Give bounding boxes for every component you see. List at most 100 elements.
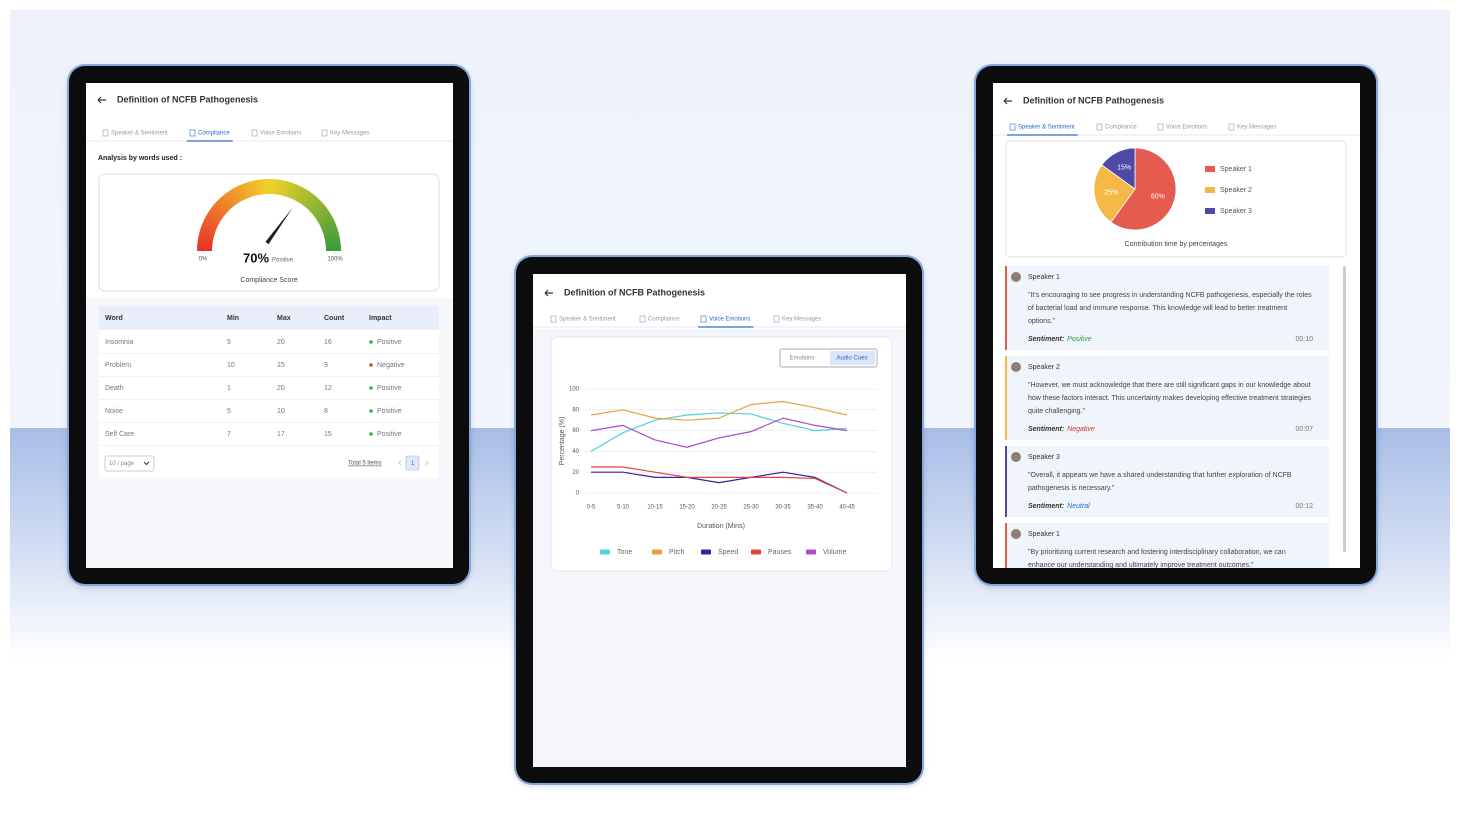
column-header: Impact — [369, 315, 392, 322]
gauge-tick-label: 0% — [199, 257, 208, 263]
table-cell: 12 — [324, 385, 332, 392]
legend-swatch — [806, 549, 816, 555]
gauge-arc — [294, 186, 306, 202]
x-tick-label: 0-5 — [587, 505, 596, 511]
gauge-arc — [199, 227, 216, 237]
table-cell: 1 — [227, 385, 231, 392]
gauge-arc — [197, 245, 213, 251]
tab-icon — [102, 129, 109, 137]
gauge-arc — [209, 206, 225, 220]
chart-card — [550, 336, 893, 572]
gauge-arc — [221, 193, 235, 209]
legend-swatch — [1205, 166, 1215, 172]
gauge-arc — [283, 181, 293, 198]
legend-label: Volume — [823, 549, 846, 556]
table-cell: 7 — [227, 431, 231, 438]
gauge-arc — [197, 236, 214, 244]
tablet-screen: Definition of NCFB Pathogenesis Speaker &… — [533, 274, 906, 767]
impact-dot — [369, 340, 373, 344]
table-cell: Problem — [105, 362, 131, 369]
legend-label: Pauses — [768, 549, 792, 556]
tab[interactable]: Voice Emotions — [709, 317, 750, 323]
tab[interactable]: Speaker & Sentiment — [1018, 125, 1075, 131]
gauge-arc — [225, 190, 238, 206]
screen-title: Definition of NCFB Pathogenesis — [564, 287, 705, 297]
tab[interactable]: Compliance — [648, 317, 680, 323]
gauge-value: 70% — [243, 250, 269, 265]
tab[interactable]: Key Messages — [782, 317, 821, 323]
tab-icon — [251, 129, 258, 137]
table-cell: Negative — [377, 362, 405, 369]
gauge-arc — [287, 182, 297, 199]
gauge-arc — [228, 188, 241, 204]
tab[interactable]: Voice Emotions — [1166, 125, 1207, 131]
column-header: Word — [105, 315, 123, 322]
x-tick-label: 30-35 — [775, 505, 791, 511]
message-time: 00:12 — [1295, 503, 1313, 510]
pie-title: Contribution time by percentages — [1125, 241, 1228, 248]
legend-swatch — [1205, 208, 1215, 214]
page-size-select[interactable] — [104, 455, 155, 472]
y-tick-label: 0 — [576, 491, 580, 497]
table-cell: 20 — [277, 385, 285, 392]
gauge-arc — [202, 218, 219, 230]
gauge-arc — [269, 179, 275, 195]
x-tick-label: 20-25 — [711, 505, 727, 511]
gauge-arc — [311, 203, 327, 217]
legend-swatch — [600, 549, 610, 555]
gauge-arc — [314, 207, 330, 220]
tablet-screen: Definition of NCFB Pathogenesis Speaker &… — [993, 83, 1360, 568]
gauge-arc — [322, 227, 339, 237]
toggle-option[interactable]: Emotions — [789, 356, 814, 362]
gauge-arc — [200, 223, 217, 233]
gauge-arc — [204, 214, 220, 226]
sentiment-value: Negative — [1067, 426, 1095, 433]
tab-icon — [1096, 123, 1103, 131]
toggle-option[interactable]: Audio Cues — [836, 356, 867, 362]
pie-label: 15% — [1117, 164, 1131, 171]
gauge-arc — [306, 196, 321, 211]
tab-icon — [189, 129, 196, 137]
tab[interactable]: Key Messages — [1237, 125, 1276, 131]
x-tick-label: 35-40 — [807, 505, 823, 511]
table-cell: Positive — [377, 408, 402, 415]
tab[interactable]: Speaker & Sentiment — [111, 131, 168, 137]
table-cell: 5 — [227, 408, 231, 415]
tab[interactable]: Compliance — [1105, 125, 1137, 131]
back-arrow[interactable] — [1003, 97, 1012, 105]
total-items: Total 5 items — [348, 461, 382, 467]
table-cell: 15 — [277, 362, 285, 369]
page-number[interactable]: 1 — [411, 461, 415, 467]
table-cell: 10 — [227, 362, 235, 369]
gauge-card — [98, 173, 440, 292]
gauge-arc — [214, 199, 229, 214]
tab[interactable]: Compliance — [198, 131, 230, 137]
pie-label: 25% — [1104, 190, 1118, 197]
avatar — [1011, 362, 1021, 372]
message-text: "However, we must acknowledge that there… — [1028, 381, 1311, 415]
impact-dot — [369, 409, 373, 413]
gauge-status: Positive — [272, 258, 294, 264]
tab[interactable]: Voice Emotions — [260, 131, 301, 137]
back-arrow[interactable] — [97, 96, 106, 104]
sentiment-label: Sentiment: — [1028, 503, 1064, 510]
next-page[interactable] — [425, 460, 429, 466]
tab-icon — [773, 315, 780, 323]
screen-graphics: Definition of NCFB Pathogenesis Speaker &… — [993, 95, 1360, 568]
prev-page[interactable] — [398, 460, 402, 466]
pie-card — [1005, 140, 1347, 258]
gauge-arc — [324, 232, 340, 241]
tab-icon — [700, 315, 707, 323]
table-cell: 15 — [324, 431, 332, 438]
back-arrow[interactable] — [544, 289, 553, 297]
tab[interactable]: Key Messages — [330, 131, 369, 137]
message-card — [1005, 446, 1329, 517]
speaker-name: Speaker 1 — [1028, 274, 1060, 281]
tab[interactable]: Speaker & Sentiment — [559, 317, 616, 323]
gauge-arc — [237, 184, 248, 200]
gauge-arc — [316, 210, 332, 223]
message-text: "Overall, it appears we have a shared un… — [1028, 471, 1292, 492]
table-cell: Positive — [377, 431, 402, 438]
screen-title: Definition of NCFB Pathogenesis — [1023, 95, 1164, 105]
